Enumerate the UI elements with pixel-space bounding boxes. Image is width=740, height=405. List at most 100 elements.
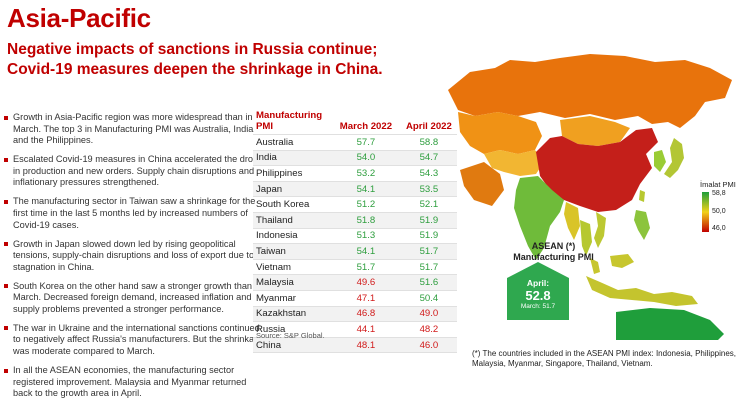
april-value-cell: 54.3 (397, 165, 457, 182)
table-row: South Korea 51.2 52.1 (253, 196, 457, 213)
table-row: China 48.1 46.0 (253, 337, 457, 354)
country-cell: Japan (253, 181, 331, 198)
march-value-cell: 46.8 (331, 306, 398, 323)
country-cell: Philippines (253, 165, 331, 182)
japan-region (664, 138, 684, 178)
russia-region (448, 54, 732, 128)
column-header-april: April 2022 (397, 110, 457, 135)
bullet-text: Growth in Japan slowed down led by risin… (13, 238, 255, 272)
country-cell: India (253, 150, 331, 167)
footnote: (*) The countries included in the ASEAN … (472, 349, 736, 368)
central-asia-region (484, 150, 544, 176)
country-cell: Kazakhstan (253, 306, 331, 323)
korea-region (654, 150, 666, 172)
april-value-cell: 51.7 (397, 243, 457, 260)
april-value-cell: 50.4 (397, 290, 457, 307)
country-cell: Australia (253, 134, 331, 151)
country-cell: Vietnam (253, 259, 331, 276)
legend-title: İmalat PMI (700, 180, 736, 189)
table-row: Australia 57.7 58.8 (253, 134, 457, 151)
april-value-cell: 54.7 (397, 150, 457, 167)
philippines-region (634, 210, 650, 240)
list-item: Escalated Covid-19 measures in China acc… (4, 154, 266, 189)
table-row: India 54.0 54.7 (253, 150, 457, 167)
march-value-cell: 44.1 (331, 321, 398, 338)
bullet-text: Escalated Covid-19 measures in China acc… (13, 154, 259, 188)
march-value-cell: 51.8 (331, 212, 398, 229)
march-value-cell: 53.2 (331, 165, 398, 182)
country-cell: Indonesia (253, 228, 331, 245)
march-value-cell: 54.1 (331, 181, 398, 198)
thailand-region (580, 220, 592, 256)
list-item: Growth in Asia-Pacific region was more w… (4, 112, 266, 147)
taiwan-region (639, 190, 645, 202)
kazakhstan-region (458, 112, 542, 154)
table-row: Kazakhstan 46.8 49.0 (253, 306, 457, 323)
bullet-icon (4, 284, 8, 289)
asia-pacific-map (448, 54, 732, 340)
bullet-icon (4, 368, 8, 373)
april-value-cell: 51.9 (397, 212, 457, 229)
list-item: In all the ASEAN economies, the manufact… (4, 365, 266, 400)
table-header-row: Manufacturing PMI March 2022 April 2022 (253, 110, 457, 135)
bullet-icon (4, 326, 8, 331)
country-cell: South Korea (253, 196, 331, 213)
list-item: The war in Ukraine and the international… (4, 323, 266, 358)
bullet-text: Growth in Asia-Pacific region was more w… (13, 112, 254, 146)
china-region (536, 128, 658, 212)
bullet-icon (4, 157, 8, 162)
list-item: The manufacturing sector in Taiwan saw a… (4, 196, 266, 231)
malaysia-region (590, 254, 634, 274)
legend-min: 46,0 (712, 225, 726, 232)
table-row: Thailand 51.8 51.9 (253, 212, 457, 229)
march-value-cell: 51.2 (331, 196, 398, 213)
march-value-cell: 51.7 (331, 259, 398, 276)
april-value-cell: 52.1 (397, 196, 457, 213)
march-value-cell: 48.1 (331, 337, 398, 354)
legend-max: 58,8 (712, 190, 726, 197)
march-value-cell: 51.3 (331, 228, 398, 245)
march-value-cell: 49.6 (331, 274, 398, 291)
asean-period: April: (526, 278, 550, 288)
page-title: Asia-Pacific (7, 3, 151, 33)
legend-color-scale (702, 192, 709, 232)
legend-mid: 50,0 (712, 208, 726, 215)
bullet-icon (4, 115, 8, 120)
table-row: Myanmar 47.1 50.4 (253, 290, 457, 307)
table-body: Australia 57.7 58.8 India 54.0 54.7 Philippine… (253, 134, 457, 354)
country-cell: Thailand (253, 212, 331, 229)
table-row: Japan 54.1 53.5 (253, 181, 457, 198)
table-row: Taiwan 54.1 51.7 (253, 243, 457, 260)
page-subtitle: Negative impacts of sanctions in Russia … (7, 41, 383, 78)
march-value-cell: 54.1 (331, 243, 398, 260)
bullet-icon (4, 242, 8, 247)
pmi-legend: İmalat PMI 58,8 50,0 46,0 (700, 180, 740, 240)
april-value-cell: 48.2 (397, 321, 457, 338)
asean-title: ASEAN (*) Manufacturing PMI (513, 241, 594, 262)
table-row: Malaysia 49.6 51.6 (253, 274, 457, 291)
bullet-text: In all the ASEAN economies, the manufact… (13, 365, 247, 399)
table-row: Russia 44.1 48.2 (253, 321, 457, 338)
march-value-cell: 54.0 (331, 150, 398, 167)
australia-region (616, 308, 724, 340)
april-value-cell: 51.7 (397, 259, 457, 276)
column-header-country: Manufacturing PMI (253, 110, 331, 135)
country-cell: China (253, 337, 331, 354)
source-note: Source: S&P Global. (256, 331, 325, 340)
april-value-cell: 51.6 (397, 274, 457, 291)
asean-previous: March: 51.7 (520, 303, 556, 310)
country-cell: Russia (253, 321, 331, 338)
april-value-cell: 58.8 (397, 134, 457, 151)
bullet-icon (4, 199, 8, 204)
country-cell: Myanmar (253, 290, 331, 307)
bullet-text: The war in Ukraine and the international… (13, 322, 265, 357)
middle-east-region (460, 162, 504, 206)
table-row: Philippines 53.2 54.3 (253, 165, 457, 182)
march-value-cell: 47.1 (331, 290, 398, 307)
april-value-cell: 49.0 (397, 306, 457, 323)
column-header-march: March 2022 (331, 110, 398, 135)
vietnam-region (594, 212, 606, 248)
april-value-cell: 51.9 (397, 228, 457, 245)
myanmar-region (564, 202, 580, 240)
asean-value: 52.8 (525, 288, 551, 303)
